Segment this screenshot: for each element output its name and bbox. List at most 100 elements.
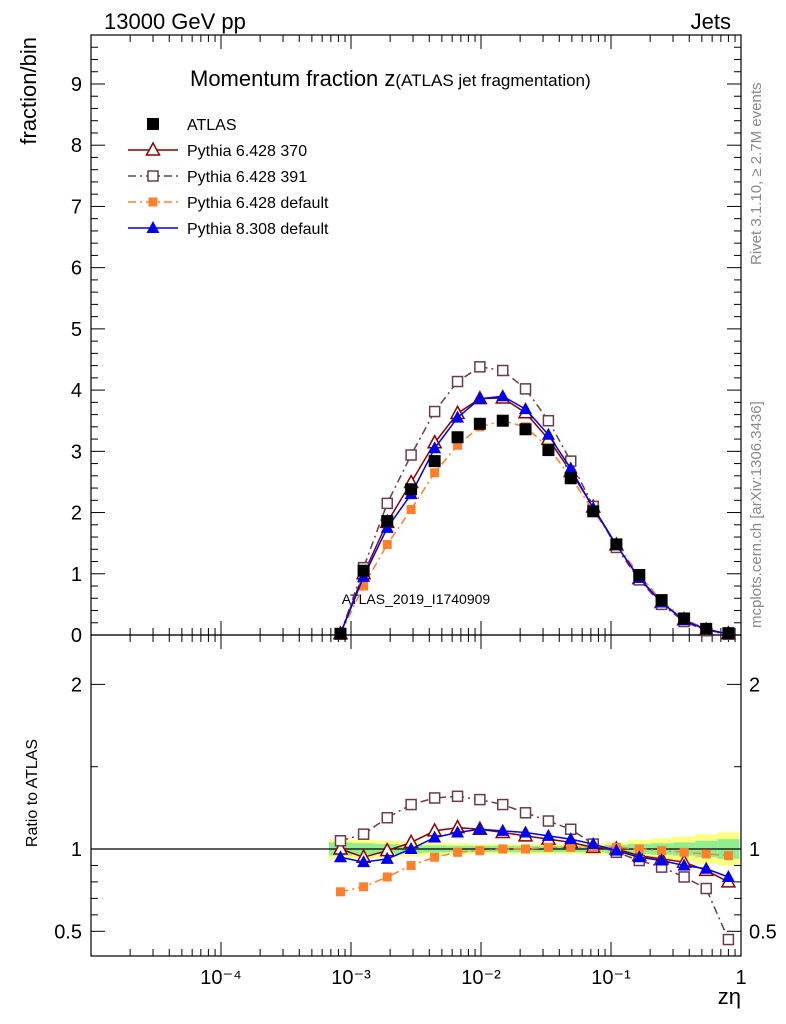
main-point-atlas [473, 417, 486, 430]
main-point-p391 [405, 449, 417, 461]
ratio-point-p6def [406, 860, 416, 870]
legend-item-p6def: Pythia 6.428 default [128, 195, 329, 212]
main-title-main: Momentum fraction z [190, 66, 395, 91]
ratio-line-p391 [340, 795, 730, 940]
main-point-p391 [542, 414, 555, 427]
ratio-point-p6def [359, 882, 369, 892]
ratio-point-p6def [723, 851, 733, 861]
main-y-tick-label: 7 [71, 196, 82, 218]
rivet-label: Rivet 3.1.10, ≥ 2.7M events [748, 83, 765, 266]
x-tick-label: 10⁻³ [331, 967, 371, 989]
x-tick-label: 10⁻¹ [591, 967, 631, 989]
series-atlas [334, 414, 735, 640]
main-point-atlas [610, 538, 623, 551]
ratio-point-p8def [609, 843, 623, 856]
main-point-atlas [519, 423, 532, 436]
series-p6def [335, 416, 733, 897]
main-point-atlas [678, 612, 691, 625]
main-point-p391 [428, 405, 441, 418]
main-point-atlas [722, 627, 735, 640]
legend-label: Pythia 6.428 391 [187, 169, 307, 186]
main-point-atlas [633, 569, 646, 581]
ratio-point-p8def [632, 850, 646, 863]
main-point-atlas [655, 594, 668, 607]
ratio-point-p6def [430, 852, 440, 862]
ratio-y-tick-label-right: 1 [749, 839, 760, 861]
ratio-point-p8def [473, 822, 487, 835]
main-point-atlas [587, 505, 600, 518]
x-tick-label: 10⁻² [461, 967, 501, 989]
series-p8def [333, 389, 735, 882]
ratio-point-p6def [498, 844, 508, 854]
main-y-tick-label: 5 [71, 319, 82, 341]
ratio-y-tick-label-right: 0.5 [749, 921, 777, 943]
ratio-point-p391 [474, 793, 486, 806]
legend-label: Pythia 6.428 370 [187, 143, 307, 160]
ratio-point-p391 [357, 828, 370, 840]
main-point-p6def [453, 440, 463, 450]
legend-marker [146, 221, 160, 233]
ratio-point-p391 [519, 807, 532, 819]
ratio-point-p8def [357, 855, 371, 868]
ratio-point-p8def [496, 823, 510, 836]
ratio-point-p391 [451, 790, 464, 803]
ratio-point-p391 [334, 835, 347, 847]
ratio-point-p8def [380, 851, 394, 864]
ratio-point-p8def [333, 850, 347, 863]
ratio-point-p6def [679, 847, 689, 857]
main-y-tick-label: 6 [71, 258, 82, 280]
main-point-p8def [496, 389, 510, 402]
main-y-tick-label: 8 [71, 135, 82, 157]
ratio-point-p391 [722, 933, 735, 946]
x-tick-label: 10⁻⁴ [200, 967, 241, 989]
legend-label: Pythia 6.428 default [187, 195, 329, 212]
main-y-tick-label: 2 [71, 503, 82, 525]
ratio-point-p8def [451, 825, 465, 838]
main-y-tick-label: 4 [71, 380, 82, 402]
main-point-atlas [381, 515, 394, 528]
main-point-p8def [564, 461, 578, 474]
ratio-point-p8def [541, 828, 555, 841]
ratio-point-p391 [428, 792, 441, 804]
ratio-point-p6def [543, 842, 553, 852]
legend-item-p391: Pythia 6.428 391 [128, 169, 307, 186]
main-point-p391 [497, 364, 509, 377]
main-title-sub: (ATLAS jet fragmentation) [395, 71, 590, 90]
main-point-p8def [428, 441, 442, 454]
legend-label: ATLAS [187, 117, 237, 134]
ratio-point-p8def [721, 869, 735, 882]
main-y-tick-label: 9 [71, 74, 82, 96]
main-point-atlas [542, 444, 555, 457]
header-right: Jets [691, 9, 731, 34]
main-point-p8def [519, 402, 533, 415]
ratio-point-p6def [521, 844, 531, 854]
data-series [332, 361, 737, 946]
ratio-point-p8def [428, 830, 442, 843]
main-point-p391 [381, 497, 393, 510]
main-point-p6def [406, 504, 416, 514]
ratio-point-p6def [634, 844, 644, 854]
ratio-frame [90, 634, 742, 957]
main-title: Momentum fraction z(ATLAS jet fragmentat… [190, 66, 591, 91]
ratio-point-p6def [657, 846, 667, 856]
main-point-atlas [428, 455, 441, 468]
main-point-atlas [334, 627, 347, 640]
ratio-point-p391 [700, 882, 712, 895]
ratio-line-p6def [340, 846, 729, 893]
main-point-atlas [496, 414, 509, 427]
x-tick-label: 1 [735, 967, 746, 989]
main-point-atlas [564, 472, 577, 485]
main-point-atlas [357, 564, 370, 577]
ratio-point-p6def [566, 842, 576, 852]
ratio-point-p6def [453, 847, 463, 857]
axes: 10⁻⁴ 10⁻³ 10⁻² 10⁻¹ 1 0 1 2 3 4 5 6 7 8 9 0.5 0.5 1 1 2 2 [54, 34, 777, 989]
ratio-y-tick-label: 2 [71, 674, 82, 696]
main-y-tick-label: 1 [71, 564, 82, 586]
ratio-point-p8def [699, 861, 713, 874]
main-y-tick-label: 3 [71, 441, 82, 463]
main-point-p6def [430, 468, 440, 478]
ratio-y-tick-label: 1 [71, 839, 82, 861]
ratio-ylabel: Ratio to ATLAS [24, 739, 41, 847]
mcplots-label: mcplots.cern.ch [arXiv:1306.3436] [748, 401, 765, 628]
